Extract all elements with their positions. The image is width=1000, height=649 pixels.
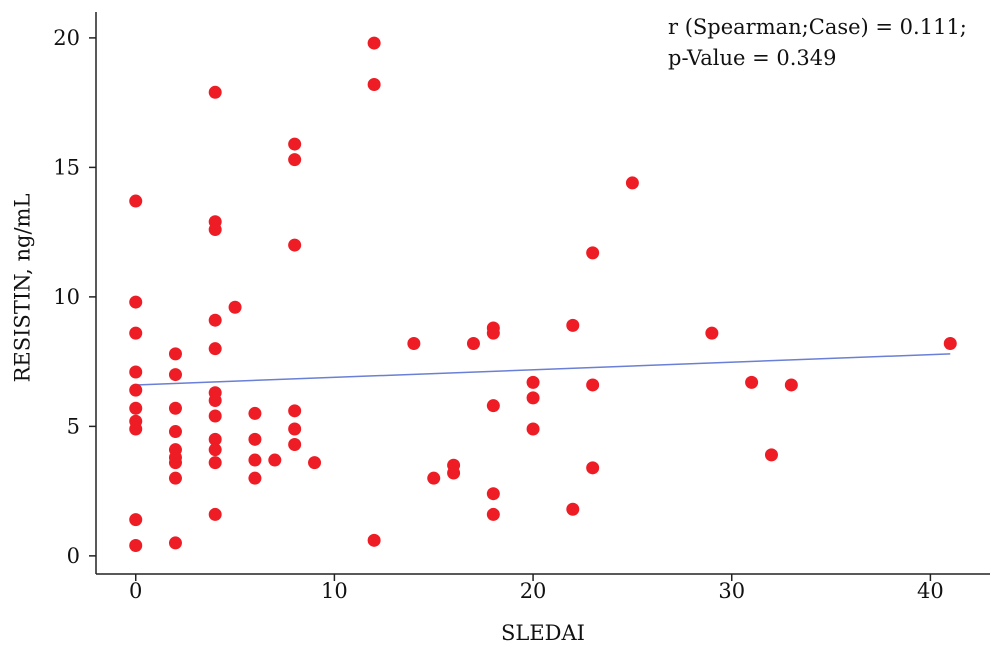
stats-annotation-r: r (Spearman;Case) = 0.111; [668, 15, 967, 39]
data-point [248, 406, 262, 420]
y-tick-label: 15 [53, 155, 80, 179]
data-point [526, 375, 540, 389]
data-point [129, 422, 143, 436]
data-point [268, 453, 282, 467]
data-point [168, 536, 182, 550]
data-point [625, 176, 639, 190]
data-point [208, 456, 222, 470]
x-tick-label: 30 [718, 579, 745, 603]
data-point [248, 432, 262, 446]
data-point [129, 194, 143, 208]
data-points [129, 36, 957, 553]
data-point [208, 507, 222, 521]
data-point [486, 487, 500, 501]
data-point [208, 85, 222, 99]
data-point [129, 513, 143, 527]
y-axis-label: RESISTIN, ng/mL [11, 194, 35, 383]
data-point [129, 295, 143, 309]
data-point [745, 375, 759, 389]
data-point [486, 507, 500, 521]
data-point [586, 246, 600, 260]
data-point [367, 36, 381, 50]
data-point [168, 401, 182, 415]
data-point [208, 342, 222, 356]
data-point [129, 401, 143, 415]
data-point [168, 425, 182, 439]
data-point [168, 471, 182, 485]
data-point [943, 337, 957, 351]
data-point [486, 399, 500, 413]
x-tick-label: 20 [520, 579, 547, 603]
data-point [288, 238, 302, 252]
data-point [208, 393, 222, 407]
data-point [367, 78, 381, 92]
data-point [466, 337, 480, 351]
data-point [586, 378, 600, 392]
data-point [447, 466, 461, 480]
stats-annotation-p: p-Value = 0.349 [668, 46, 837, 70]
data-point [566, 318, 580, 332]
fit-line-group [135, 353, 951, 386]
data-point [228, 300, 242, 314]
data-point [308, 456, 322, 470]
y-tick-label: 0 [67, 544, 80, 568]
data-point [526, 391, 540, 405]
data-point [129, 383, 143, 397]
data-point [526, 422, 540, 436]
data-point [168, 368, 182, 382]
y-tick-label: 5 [67, 414, 80, 438]
data-point [705, 326, 719, 340]
x-axis-label: SLEDAI [501, 621, 585, 645]
x-ticks: 0 10 20 30 40 [129, 574, 944, 603]
data-point [407, 337, 421, 351]
data-point [248, 471, 262, 485]
data-point [208, 443, 222, 457]
data-point [288, 422, 302, 436]
x-tick-label: 40 [917, 579, 944, 603]
data-point [764, 448, 778, 462]
data-point [288, 438, 302, 452]
x-tick-label: 10 [321, 579, 348, 603]
data-point [129, 326, 143, 340]
data-point [208, 432, 222, 446]
axes [95, 12, 990, 575]
data-point [566, 502, 580, 516]
y-tick-label: 20 [53, 26, 80, 50]
data-point [168, 456, 182, 470]
data-point [288, 404, 302, 418]
data-point [288, 153, 302, 167]
data-point [168, 347, 182, 361]
x-tick-label: 0 [129, 579, 142, 603]
data-point [367, 533, 381, 547]
y-tick-label: 10 [53, 285, 80, 309]
regression-line [135, 353, 951, 386]
data-point [586, 461, 600, 475]
data-point [208, 223, 222, 237]
data-point [248, 453, 262, 467]
y-ticks: 0 5 10 15 20 [53, 26, 96, 568]
data-point [427, 471, 441, 485]
data-point [486, 326, 500, 340]
data-point [129, 539, 143, 553]
data-point [129, 365, 143, 379]
data-point [784, 378, 798, 392]
data-point [208, 313, 222, 327]
data-point [288, 137, 302, 151]
data-point [208, 409, 222, 423]
